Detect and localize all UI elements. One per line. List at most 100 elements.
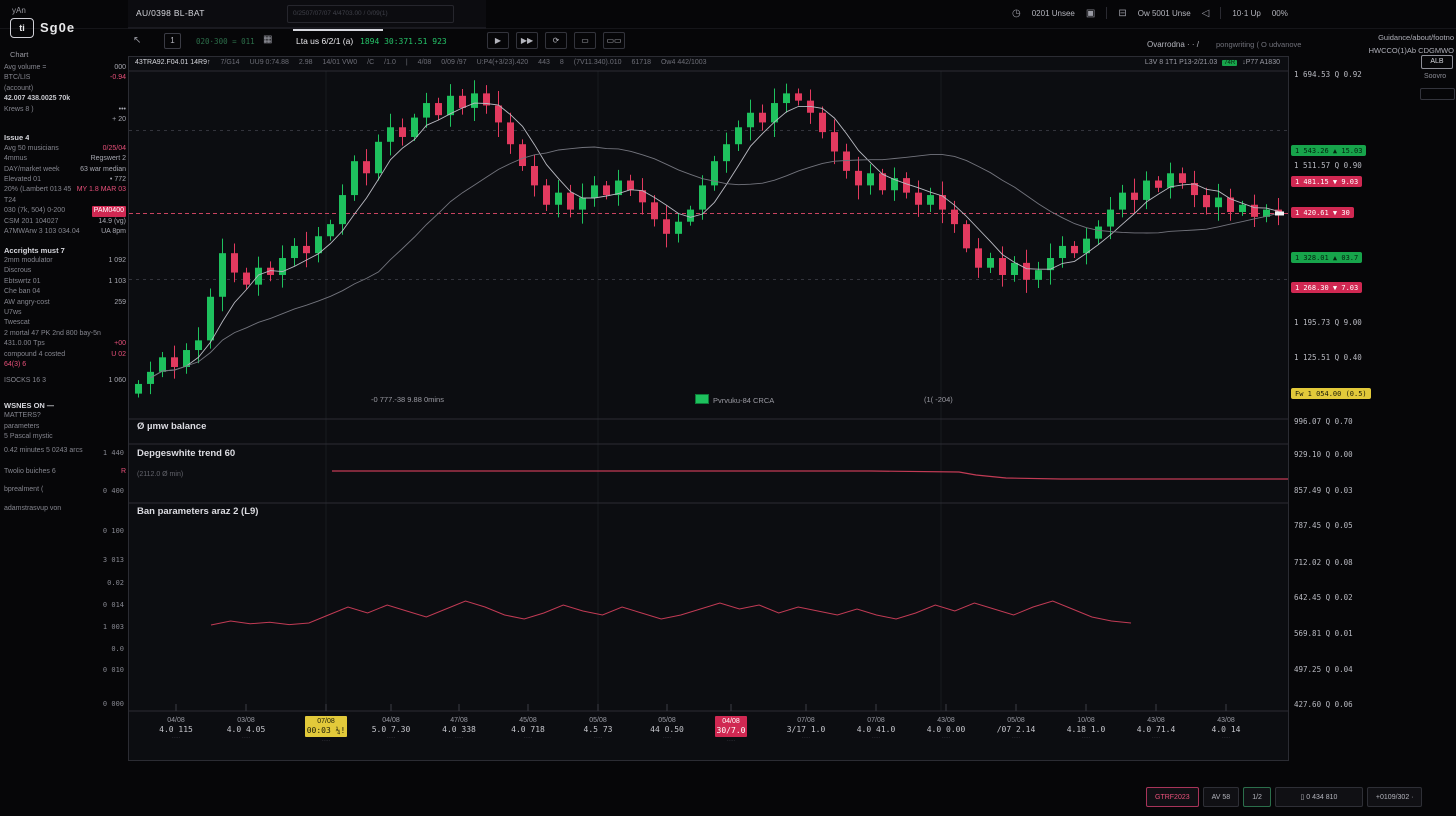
symbol-search-field[interactable]: 0/2507/07/07 4/4703.00 / 0/09(1) bbox=[287, 5, 454, 23]
sidebar-row[interactable]: DAY/market week 63 war median bbox=[4, 165, 126, 175]
footer-button-4[interactable]: ▯ 0 434 810 bbox=[1274, 787, 1363, 807]
x-axis-tiny: ····· bbox=[1221, 735, 1231, 741]
sidebar-row[interactable]: Krews 8 ) ••• bbox=[4, 105, 126, 115]
screenshot-icon[interactable]: ▣ bbox=[1085, 7, 1096, 19]
x-axis-label: 45/08 4.0 718 ····· bbox=[502, 716, 554, 742]
header-divider bbox=[1220, 7, 1222, 19]
sidebar-row[interactable]: Elevated 01 • 772 bbox=[4, 175, 126, 185]
alb-button[interactable]: ALB bbox=[1421, 55, 1453, 69]
replay-icon[interactable]: ▶▶ bbox=[516, 32, 538, 49]
sidebar-row-label: 20% (Lambert 013 45 bbox=[4, 186, 72, 194]
grid-icon[interactable]: ▦ bbox=[263, 34, 273, 45]
sidebar-row[interactable]: CSM 201 104027 14.9 (vg) bbox=[4, 217, 126, 227]
chart-frame[interactable]: 43TRA92.F04.01 14R9↑ 7/G14 UU9 0:74.88 2.98… bbox=[128, 56, 1289, 761]
sidebar-row[interactable]: BTC/LIS -0.94 bbox=[4, 73, 126, 83]
sidebar-row[interactable]: Ebtswrtz 01 1 103 bbox=[4, 277, 126, 287]
sidebar-row[interactable]: Che ban 04 bbox=[4, 287, 126, 297]
sidebar-row[interactable]: A7MWArw 3 103 034.04 UA 8pm bbox=[4, 227, 126, 237]
x-axis-label: 43/08 4.0 0.00 ····· bbox=[920, 716, 972, 742]
sidebar-nav-chart[interactable]: Chart bbox=[10, 50, 29, 59]
help-links[interactable]: Guidance/about/footno bbox=[1378, 33, 1454, 42]
footer-button-1[interactable]: GTRF2023 bbox=[1146, 787, 1199, 807]
sidebar-row[interactable]: 4mmus Regswert 2 bbox=[4, 154, 126, 164]
footer-button-3[interactable]: 1/2 bbox=[1243, 787, 1271, 807]
range-tab[interactable]: Lta us 6/2/1 (a) bbox=[296, 36, 354, 46]
footer-button-5[interactable]: +0109/302 · bbox=[1366, 787, 1423, 807]
sidebar-row[interactable]: T24 bbox=[4, 196, 126, 206]
active-chart-tab[interactable]: AU/0398 BL-BAT bbox=[136, 8, 205, 18]
sidebar-section-header[interactable]: Accrights must 7 bbox=[4, 246, 126, 256]
sidebar-row[interactable]: Avg volume = 000 bbox=[4, 63, 126, 73]
sidebar-row[interactable]: U7ws bbox=[4, 308, 126, 318]
candlestick-chart[interactable] bbox=[129, 57, 1288, 760]
sidebar-row[interactable]: 0.42 minutes 5 0243 arcs bbox=[4, 446, 126, 456]
sidebar-row-value: 1 092 bbox=[108, 256, 126, 264]
interval-button[interactable]: 1 bbox=[164, 33, 181, 49]
uptime-label[interactable]: 10·1 Up bbox=[1232, 8, 1261, 18]
x-axis-date: 05/08 bbox=[589, 717, 607, 724]
price-label: 929.10 Q 0.00 bbox=[1294, 450, 1353, 459]
panel-icon[interactable]: ⊟ bbox=[1118, 7, 1127, 19]
sidebar-row-label: Che ban 04 bbox=[4, 288, 41, 296]
pane4-label[interactable]: Ban parameters araz 2 (L9) bbox=[137, 506, 259, 517]
x-axis-value: 5.0 7.30 bbox=[371, 725, 411, 734]
sidebar-row[interactable]: 20% (Lambert 013 45 MY 1.8 MAR 03 bbox=[4, 185, 126, 195]
pane2-label[interactable]: Ø µmw balance bbox=[137, 421, 207, 432]
x-axis-tiny: ····· bbox=[386, 735, 396, 741]
legend-item: 7/G14 bbox=[220, 59, 240, 66]
left-scale-label: 0.0 bbox=[111, 645, 124, 653]
sidebar-row[interactable]: bprealment ( bbox=[4, 485, 126, 495]
x-axis-tiny: ····· bbox=[662, 735, 672, 741]
x-axis-value: 4.0 718 bbox=[511, 725, 545, 734]
x-axis-label: 05/08/07 2.14 ····· bbox=[990, 716, 1042, 742]
legend-item: | bbox=[405, 59, 408, 66]
percent-label[interactable]: 00% bbox=[1271, 8, 1288, 18]
sidebar-row[interactable]: Twescat bbox=[4, 318, 126, 328]
sidebar-row[interactable]: MATTERS? bbox=[4, 411, 126, 421]
sidebar-row[interactable]: 64(3) 6 bbox=[4, 360, 126, 370]
x-axis-tiny: ····· bbox=[454, 735, 464, 741]
refresh-icon[interactable]: ⟳ bbox=[545, 32, 567, 49]
app-logo-icon[interactable]: ti bbox=[10, 18, 34, 38]
pane-icon[interactable]: ▭ bbox=[574, 32, 596, 49]
sidebar-row[interactable]: 2mm modulator 1 092 bbox=[4, 256, 126, 266]
sidebar-row-label: Accrights must 7 bbox=[4, 245, 65, 255]
sidebar-row[interactable]: (account) bbox=[4, 84, 126, 94]
sidebar-row[interactable]: AW angry-cost 259 bbox=[4, 298, 126, 308]
account-label[interactable]: Ow 5001 Unse bbox=[1137, 8, 1191, 18]
left-scale-label: 3 013 bbox=[102, 556, 124, 564]
sidebar-row[interactable]: + 20 bbox=[4, 115, 126, 125]
sidebar-row[interactable]: 5 Pascal mystic bbox=[4, 432, 126, 442]
cursor-icon[interactable]: ▶ bbox=[487, 32, 509, 49]
sidebar-row[interactable]: compound 4 costed U 02 bbox=[4, 350, 126, 360]
sidebar-row[interactable]: 431.0.00 Tps +00 bbox=[4, 339, 126, 349]
sidebar-section-header[interactable]: Issue 4 bbox=[4, 133, 126, 143]
sidebar-row[interactable]: ISOCKS 16 3 1 060 bbox=[4, 376, 126, 386]
sidebar-row[interactable]: Discrous bbox=[4, 266, 126, 276]
jump-icon[interactable]: ↖ bbox=[133, 35, 142, 46]
x-axis-date: 43/08 bbox=[1217, 717, 1235, 724]
x-axis-mark: 04/08 30/7.0 bbox=[714, 716, 748, 737]
sidebar-row[interactable]: parameters bbox=[4, 422, 126, 432]
clock-icon[interactable]: ◷ bbox=[1012, 7, 1021, 19]
price-badge-green: 1 328.01 ▲ 03.7 bbox=[1291, 252, 1363, 263]
corner-input[interactable] bbox=[1420, 88, 1455, 100]
sidebar-row[interactable]: 2 mortal 47 PK 2nd 800 bay-5n bbox=[4, 329, 126, 339]
sidebar-row[interactable]: 030 (7k, 504) 0-200 PAM0400 bbox=[4, 206, 126, 217]
price-label: 1 511.57 Q 0.90 bbox=[1294, 161, 1362, 170]
price-label: 497.25 Q 0.04 bbox=[1294, 665, 1353, 674]
footer-button-2[interactable]: AV 58 bbox=[1202, 787, 1240, 807]
pane3-label[interactable]: Depgeswhite trend 60 bbox=[137, 448, 236, 459]
account-mode-label[interactable]: Ovarrodna · · / bbox=[1147, 40, 1200, 49]
sidebar-row[interactable]: adamstrasvup von bbox=[4, 504, 126, 514]
layout-split-icon[interactable]: ▭▭ bbox=[603, 32, 625, 49]
sidebar-row[interactable]: Avg 50 musicians 0/25/04 bbox=[4, 144, 126, 154]
sidebar-section-header[interactable]: WSNES ON — bbox=[4, 401, 126, 411]
chart-tab-strip[interactable] bbox=[128, 0, 486, 29]
info-links[interactable]: HWCCO(1)Ab CDGMWO bbox=[1368, 46, 1454, 55]
x-axis-value: /07 2.14 bbox=[996, 725, 1036, 734]
sidebar-row[interactable]: Twolio buiches 6 R bbox=[4, 467, 126, 477]
session-label[interactable]: 0201 Unsee bbox=[1031, 8, 1075, 18]
back-icon[interactable]: ◁ bbox=[1201, 7, 1210, 19]
sidebar-row[interactable]: 42.007 438.0025 70k bbox=[4, 94, 126, 104]
